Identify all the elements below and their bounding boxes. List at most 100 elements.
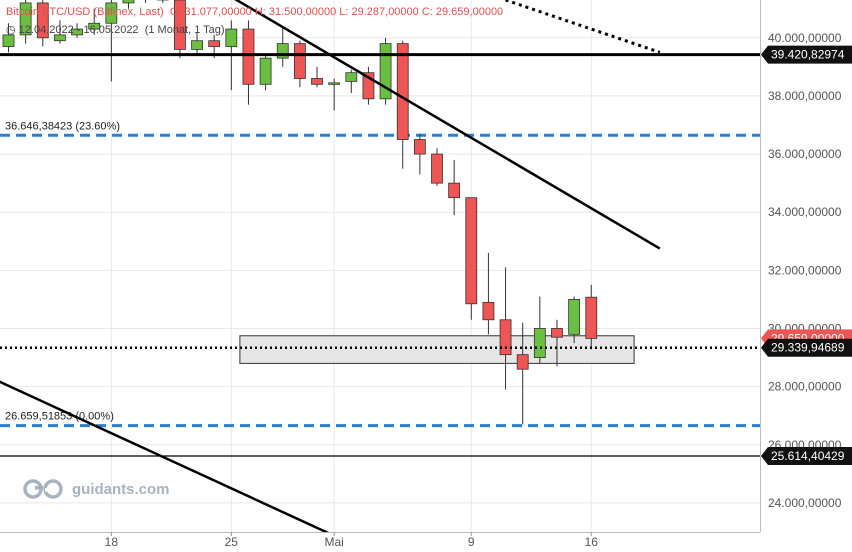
y-tick-label: 38.000,00000 — [768, 89, 842, 103]
candle — [122, 0, 135, 9]
candle — [345, 69, 358, 94]
support-zone[interactable] — [239, 335, 635, 364]
x-tick-label: Mai — [324, 535, 343, 549]
candle — [293, 40, 306, 88]
x-tick-label: 18 — [105, 535, 119, 549]
candle-body-down — [208, 40, 221, 47]
candle-body-down — [551, 328, 563, 338]
price-tag-label: 29.339,94689 — [771, 341, 845, 355]
candle-body-up — [88, 22, 101, 30]
candle — [516, 322, 529, 425]
candle-body-down — [585, 296, 598, 339]
candle-body-up — [71, 28, 83, 36]
x-tick-label: 9 — [468, 535, 475, 549]
candle-body-down — [499, 319, 512, 356]
y-tick-label: 32.000,00000 — [768, 263, 842, 277]
candle-body-up — [568, 299, 581, 335]
candle-body-up — [345, 72, 358, 82]
candle — [448, 159, 461, 216]
candle-body-down — [293, 43, 306, 79]
candle — [396, 40, 409, 169]
drawings[interactable] — [0, 0, 760, 544]
y-tick-label: 28.000,00000 — [768, 380, 842, 394]
candle — [71, 23, 83, 38]
candles — [2, 0, 598, 425]
candle-body-up — [533, 328, 546, 358]
candle-body-up — [276, 43, 289, 59]
candle-body-up — [328, 82, 341, 85]
candle-body-down — [482, 301, 495, 321]
clock-icon: ◷ — [6, 24, 16, 36]
candle-body-up — [54, 34, 66, 42]
ohlc-values: O: 31.077,00000 H: 31.500,00000 L: 29.28… — [169, 6, 504, 18]
candle-body-up — [191, 40, 203, 50]
candle — [431, 148, 443, 187]
instrument-title: Bitcoin BTC/USD (Bitfinex, Last) — [6, 6, 164, 18]
candle-body-down — [448, 182, 461, 199]
candle — [145, 0, 147, 3]
price-tag-bg — [761, 45, 852, 64]
watermark: guidants.com — [22, 478, 170, 500]
candle — [242, 20, 255, 105]
dotted-trendline — [505, 0, 661, 54]
support-zone-box — [239, 335, 635, 364]
candle-body-up — [225, 28, 238, 47]
lower-trendline — [0, 380, 330, 532]
candle-body-down — [516, 354, 529, 370]
price-tag-support-dotted: 29.339,94689 — [761, 338, 852, 357]
candle — [568, 296, 581, 344]
candle — [36, 0, 49, 47]
candle-body-up — [2, 34, 15, 47]
candle — [585, 284, 598, 350]
y-tick-label: 40.000,00000 — [768, 31, 842, 45]
fib-level-label: 26.659,51853 (0.00%) — [5, 411, 114, 423]
candle-body-up — [105, 2, 118, 24]
watermark-text: guidants.com — [72, 480, 170, 498]
candle — [311, 66, 323, 88]
candle — [465, 197, 478, 320]
candle — [362, 66, 375, 105]
candle-body-down — [311, 78, 323, 85]
candle-body-up — [122, 0, 135, 4]
candle — [191, 31, 203, 56]
candle-body-down — [242, 28, 255, 85]
candle-body-up — [379, 43, 392, 100]
candle — [105, 0, 118, 82]
candle — [156, 0, 169, 3]
candle — [2, 23, 15, 53]
price-tag-label: 39.420,82974 — [771, 48, 845, 62]
y-tick-label: 24.000,00000 — [768, 496, 842, 510]
instrument-header: Bitcoin BTC/USD (Bitfinex, Last) O: 31.0… — [6, 6, 503, 18]
candle-body-down — [173, 0, 186, 50]
candle-body-down — [362, 72, 375, 100]
candle — [413, 133, 426, 175]
candle — [379, 37, 392, 105]
price-tag-resistance: 39.420,82974 — [761, 45, 852, 64]
candle-body-up — [259, 57, 272, 85]
interval-label: (1 Monat, 1 Tag) — [144, 24, 225, 36]
fib-level-label: 36.646,38423 (23.60%) — [5, 120, 120, 132]
date-range: 12.04.2022 - 16.05.2022 — [18, 24, 139, 36]
candle — [88, 8, 101, 35]
candle — [482, 252, 495, 335]
candle — [533, 296, 546, 364]
candle-body-down — [431, 153, 443, 184]
x-tick-label: 25 — [225, 535, 239, 549]
y-tick-label: 34.000,00000 — [768, 205, 842, 219]
guidants-logo-icon — [23, 479, 63, 499]
candle — [551, 319, 563, 367]
x-tick-label: 16 — [585, 535, 599, 549]
fibonacci-levels: 36.646,38423 (23.60%) 26.659,51853 (0.00%… — [0, 120, 760, 428]
price-tag-bg — [761, 338, 852, 357]
price-tag-support-low: 25.614,40429 — [761, 446, 852, 465]
candle-body-down — [413, 139, 426, 155]
candle — [259, 55, 272, 91]
price-tag-bg — [761, 446, 852, 465]
candle — [499, 267, 512, 390]
y-tick-label: 36.000,00000 — [768, 147, 842, 161]
candle-body-up — [19, 2, 32, 36]
candle — [19, 0, 32, 44]
upper-trendline — [234, 0, 661, 250]
